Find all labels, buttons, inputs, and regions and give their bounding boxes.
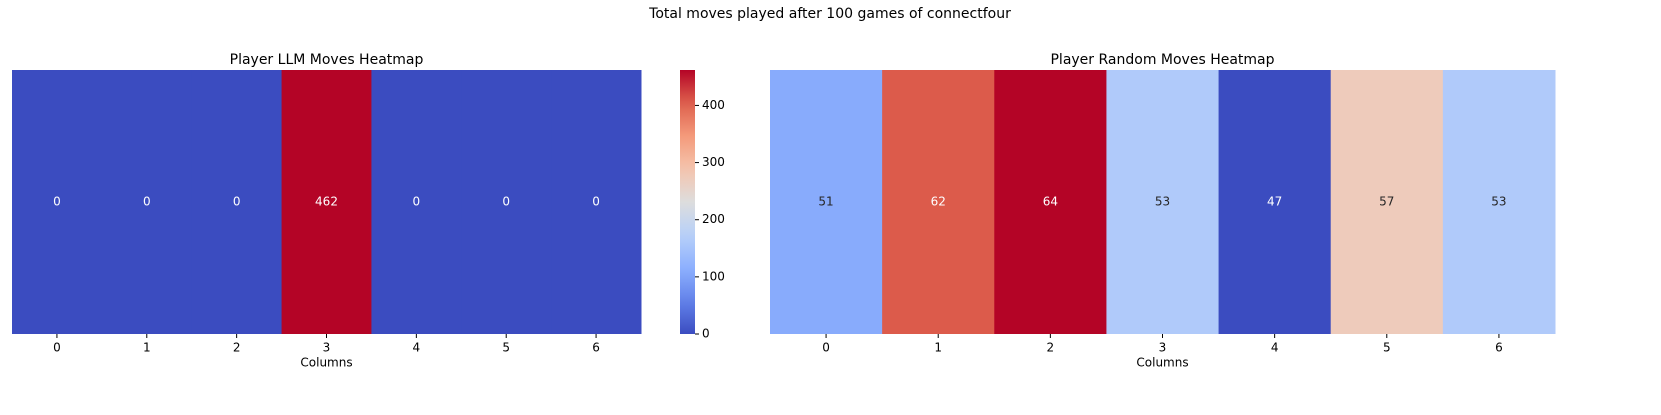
x-tick-label: 0	[53, 341, 61, 355]
x-tick-label: 4	[413, 341, 421, 355]
figure-title: Total moves played after 100 games of co…	[648, 6, 1011, 22]
heatmap-cell	[770, 70, 883, 334]
cell-label: 0	[233, 195, 241, 209]
colorbar-tick-label: 100	[702, 269, 725, 283]
chart-title: Player LLM Moves Heatmap	[230, 52, 424, 68]
x-tick-label: 1	[934, 341, 942, 355]
cell-label: 53	[1155, 195, 1170, 209]
x-tick-label: 4	[1271, 341, 1279, 355]
cell-label: 64	[1043, 195, 1058, 209]
colorbar-tick-label: 0	[702, 327, 710, 341]
x-tick-label: 5	[502, 341, 510, 355]
cell-label: 0	[502, 195, 510, 209]
heatmap-cell	[101, 70, 193, 334]
heatmap-cell	[551, 70, 642, 334]
x-tick-label: 3	[323, 341, 331, 355]
heatmap-cell	[281, 70, 372, 334]
heatmap-cell	[461, 70, 552, 334]
cell-label: 0	[413, 195, 421, 209]
heatmap-cell	[1330, 70, 1444, 334]
cell-label: 0	[592, 195, 600, 209]
heatmap-cell	[12, 70, 103, 334]
colorbar-tick-label: 300	[702, 155, 725, 169]
cell-label: 53	[1491, 195, 1506, 209]
x-axis-label: Columns	[1136, 356, 1188, 370]
cell-label: 462	[315, 195, 338, 209]
cell-label: 0	[143, 195, 151, 209]
colorbar-tick-label: 200	[702, 212, 725, 226]
x-tick-label: 2	[233, 341, 241, 355]
cell-label: 51	[818, 195, 833, 209]
heatmap-cell	[371, 70, 462, 334]
heatmap-cell	[1106, 70, 1220, 334]
x-tick-label: 5	[1383, 341, 1391, 355]
chart-title: Player Random Moves Heatmap	[1050, 52, 1274, 68]
cell-label: 57	[1379, 195, 1394, 209]
x-tick-label: 1	[143, 341, 151, 355]
cell-label: 47	[1267, 195, 1282, 209]
heatmap-cell	[994, 70, 1107, 334]
cell-label: 62	[931, 195, 946, 209]
cell-label: 0	[53, 195, 61, 209]
colorbar-tick-label: 400	[702, 98, 725, 112]
heatmap-cell	[882, 70, 995, 334]
x-tick-label: 6	[592, 341, 600, 355]
x-tick-label: 6	[1495, 341, 1503, 355]
x-tick-label: 2	[1047, 341, 1055, 355]
heatmap-cell	[1442, 70, 1556, 334]
heatmap-cell	[1218, 70, 1332, 334]
colorbar	[680, 70, 695, 334]
x-axis-label: Columns	[300, 356, 352, 370]
x-tick-label: 3	[1159, 341, 1167, 355]
heatmap-cell	[191, 70, 283, 334]
x-tick-label: 0	[822, 341, 830, 355]
